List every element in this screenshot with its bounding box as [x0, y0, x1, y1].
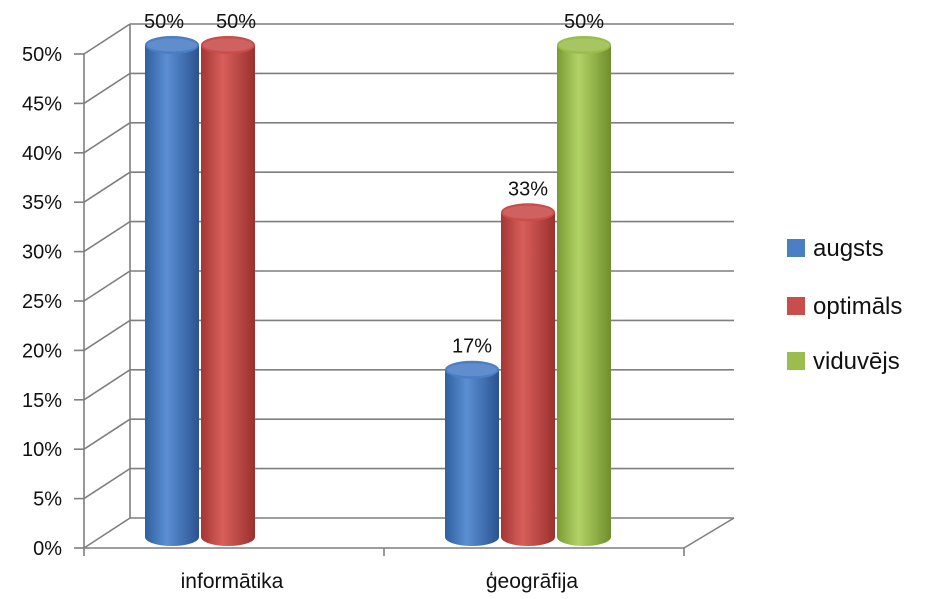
gridline-side: [83, 319, 131, 352]
bar-top: [145, 36, 199, 54]
gridline-side: [83, 270, 131, 302]
gridline-side: [83, 467, 131, 500]
data-label: 33%: [508, 178, 548, 200]
y-tick-label: 35%: [22, 192, 62, 214]
data-label: 50%: [216, 11, 256, 33]
legend-swatch: [787, 352, 805, 370]
y-tick-label: 0%: [33, 538, 62, 560]
legend-item: optimāls: [787, 293, 902, 320]
bar-augsts: [445, 360, 499, 546]
bar-top-highlight: [503, 205, 553, 219]
grid-layer: 0% 5% 10% 15% 20% 25% 30% 35% 40% 45% 50%: [22, 23, 735, 560]
bar-top-highlight: [203, 38, 253, 52]
y-tick-label: 5%: [33, 489, 62, 511]
bar-top: [557, 36, 611, 54]
legend-swatch: [787, 239, 805, 257]
bar-top-highlight: [559, 38, 609, 52]
floor-edge: [683, 517, 735, 549]
y-tick-label: 30%: [22, 242, 62, 264]
bar-augsts: [145, 36, 199, 546]
x-tick-label: ģeogrāfija: [486, 570, 579, 593]
gridline-side: [83, 517, 131, 549]
gridline-side: [83, 171, 131, 203]
legend-label: augsts: [813, 235, 884, 262]
bar-top: [201, 36, 255, 54]
legend-swatch: [787, 297, 805, 315]
x-tick-label: informātika: [181, 570, 284, 593]
gridline-side: [83, 23, 131, 55]
y-tick-label: 50%: [22, 44, 62, 66]
bars-layer: [145, 36, 611, 546]
legend-item: viduvējs: [787, 348, 900, 375]
data-label: 50%: [564, 11, 604, 33]
y-tick-label: 40%: [22, 143, 62, 165]
legend-label: optimāls: [813, 293, 902, 320]
bar-top-highlight: [147, 38, 197, 52]
bar-body: [201, 45, 255, 546]
gridline-side: [83, 418, 131, 450]
y-tick-label: 25%: [22, 291, 62, 313]
bar-viduvējs: [557, 36, 611, 546]
labels-layer: informātika ģeogrāfija 50% 50% 17% 33% 50%: [144, 11, 604, 593]
y-tick-label: 10%: [22, 439, 62, 461]
bar-optimāls: [501, 203, 555, 546]
data-label: 50%: [144, 11, 184, 33]
bar-top-highlight: [447, 363, 497, 377]
gridline-side: [83, 122, 131, 154]
gridline-side: [83, 369, 131, 401]
bar-body: [145, 45, 199, 546]
bar-top: [501, 203, 555, 222]
data-label: 17%: [452, 336, 492, 358]
bar-body: [557, 45, 611, 546]
legend: augsts optimāls viduvējs: [787, 235, 902, 375]
bar-optimāls: [201, 36, 255, 546]
bar-body: [445, 369, 499, 546]
legend-label: viduvējs: [813, 348, 900, 375]
gridline-side: [83, 72, 131, 105]
bar-top: [445, 360, 499, 379]
bar-body: [501, 212, 555, 546]
legend-item: augsts: [787, 235, 884, 262]
y-tick-label: 20%: [22, 340, 62, 362]
y-tick-label: 15%: [22, 390, 62, 412]
gridline-side: [83, 220, 131, 253]
y-tick-label: 45%: [22, 93, 62, 115]
